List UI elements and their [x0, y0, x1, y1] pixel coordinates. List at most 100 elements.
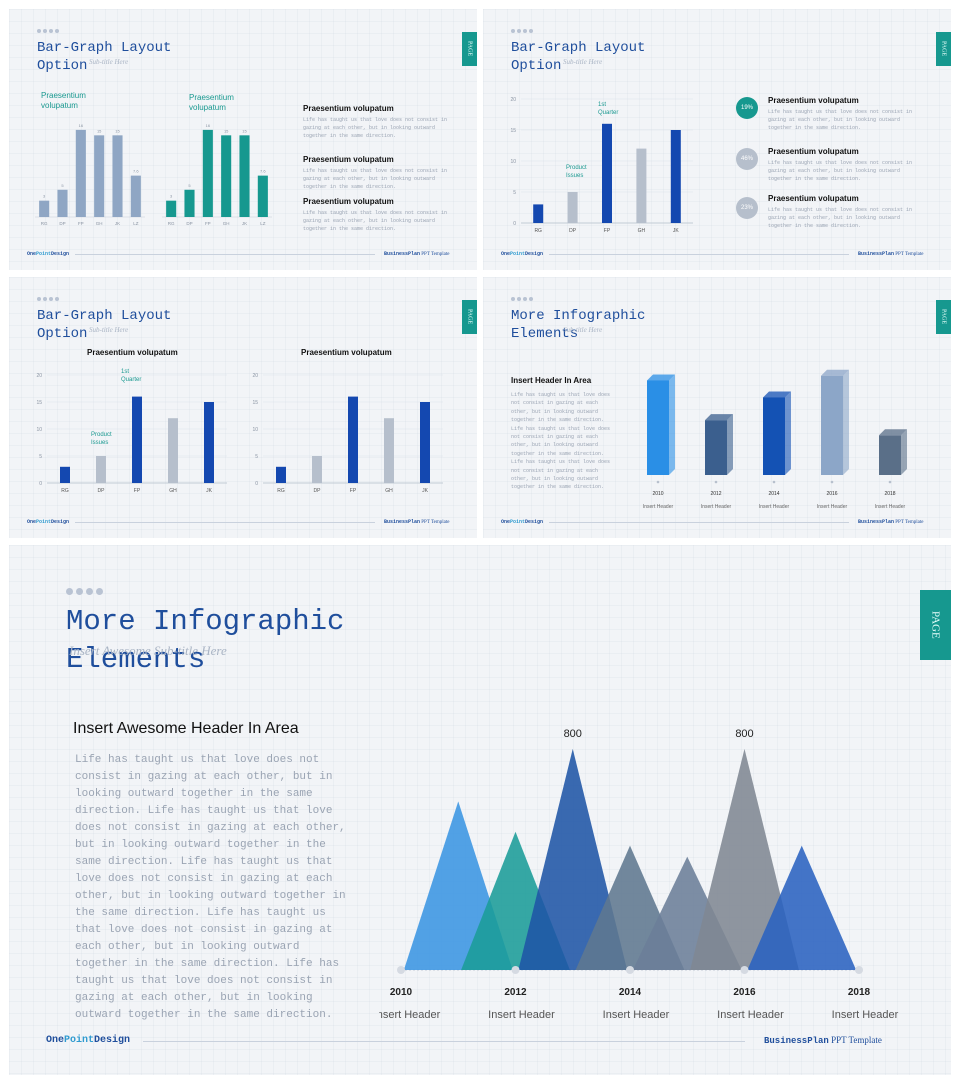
bar	[763, 397, 785, 475]
triangle-chart: 800 800 2010 Insert Header 2012 Insert Header…	[379, 728, 899, 1021]
bar	[567, 192, 578, 223]
bar	[420, 402, 430, 483]
annotation-quarter: 1st Quarter	[598, 102, 619, 116]
footer-template: BusinessPlan PPT Template	[764, 1035, 882, 1046]
y-tick-label: 10	[36, 427, 42, 433]
peak-value-label: 800	[735, 728, 753, 740]
slide-4: More Infographic Elements Sub-title Here…	[483, 277, 951, 538]
bar-value-label: 7.6	[133, 169, 139, 174]
bar	[75, 129, 86, 217]
bar	[57, 189, 68, 217]
item-text: Life has taught us that love does not co…	[768, 109, 913, 131]
footer-brand: OnePointDesign	[501, 251, 544, 257]
x-tick-label: 2018	[884, 491, 895, 497]
x-tick-label: RG	[168, 221, 175, 226]
x-tick-label: JK	[206, 488, 213, 494]
bar-top	[821, 369, 849, 376]
x-tick-label: 2010	[652, 491, 663, 497]
page-tab[interactable]: PAGE	[936, 32, 951, 66]
x-sub-label: Insert Header	[875, 504, 906, 510]
bar-side	[669, 374, 675, 475]
x-tick-label: RG	[534, 228, 542, 234]
x-sub-label: Insert Header	[717, 1009, 784, 1021]
axis-dot	[830, 480, 834, 484]
slide-3: Bar-Graph Layout Option Sub-title Here P…	[9, 277, 477, 538]
slide-dots	[66, 588, 103, 595]
x-tick-label: GH	[169, 488, 177, 494]
section-heading: Insert Awesome Header In Area	[73, 720, 299, 737]
page-tab[interactable]: PAGE	[462, 32, 477, 66]
footer-brand: OnePointDesign	[27, 251, 70, 257]
y-tick-label: 5	[255, 454, 258, 460]
bar-value-label: 3	[170, 194, 173, 199]
bar	[602, 123, 612, 223]
axis-dot	[626, 966, 634, 974]
footer-template: BusinessPlan PPT Template	[858, 519, 924, 525]
bar-side	[785, 391, 791, 475]
footer-brand: OnePointDesign	[46, 1035, 131, 1046]
x-tick-label: LZ	[133, 221, 139, 226]
slide-title: Bar-Graph Layout Option	[37, 40, 172, 74]
bar-chart-3d: 2010 Insert Header 2012 Insert Header 2014 In…	[643, 369, 907, 510]
x-tick-label: GH	[96, 221, 103, 226]
item-text: Life has taught us that love does not co…	[303, 117, 448, 139]
slide-1: Bar-Graph Layout Option Sub-title Here P…	[9, 9, 477, 270]
y-tick-label: 15	[510, 128, 516, 134]
item-text: Life has taught us that love does not co…	[303, 210, 448, 232]
bar	[705, 420, 727, 475]
page-tab[interactable]: PAGE	[462, 300, 477, 334]
page-tab[interactable]: PAGE	[936, 300, 951, 334]
bar	[112, 135, 123, 217]
y-tick-label: 20	[510, 97, 516, 103]
bar-side	[901, 429, 907, 475]
footer-brand: OnePointDesign	[501, 519, 544, 525]
slide-dots	[37, 29, 59, 33]
bar-top	[763, 391, 791, 398]
bar-side	[727, 414, 733, 475]
x-tick-label: DP	[569, 228, 577, 234]
slide-5: More Infographic Elements Insert Awesome…	[9, 545, 951, 1075]
footer-divider	[549, 254, 849, 255]
slide-dots	[37, 297, 59, 301]
x-tick-label: FP	[604, 228, 611, 234]
x-sub-label: Insert Header	[643, 504, 674, 510]
item-heading: Praesentium volupatum	[768, 194, 859, 203]
chart-label: Praesentium volupatum	[189, 93, 234, 112]
x-tick-label: 2018	[848, 987, 871, 998]
axis-dot	[511, 966, 520, 974]
slide-subtitle: Insert Awesome Sub-title Here	[69, 643, 227, 658]
annotation-quarter: 1st Quarter	[121, 369, 142, 383]
footer-template: BusinessPlan PPT Template	[858, 251, 924, 257]
bar-value-label: 3	[43, 194, 46, 199]
section-text: Life has taught us that love does not co…	[511, 392, 611, 491]
footer-template: BusinessPlan PPT Template	[384, 251, 450, 257]
footer-divider	[75, 254, 375, 255]
bar-value-label: 15	[242, 128, 247, 133]
item-heading: Praesentium volupatum	[768, 147, 859, 156]
x-tick-label: DP	[98, 488, 106, 494]
bar	[312, 456, 322, 483]
page-tab[interactable]: PAGE	[920, 590, 951, 660]
bar-chart: 0 5 10 15 20 RG DP FP GH JK	[510, 97, 693, 234]
item-text: Life has taught us that love does not co…	[768, 207, 913, 229]
x-tick-label: 2016	[733, 987, 756, 998]
y-tick-label: 15	[252, 400, 258, 406]
axis-dot	[888, 480, 892, 484]
x-tick-label: FP	[205, 221, 211, 226]
bar-value-label: 5	[188, 183, 191, 188]
y-tick-label: 10	[252, 427, 258, 433]
bar-top	[647, 374, 675, 381]
bar	[821, 375, 843, 475]
x-tick-label: FP	[78, 221, 84, 226]
slide-dots	[511, 297, 533, 301]
x-tick-label: JK	[673, 228, 680, 234]
bar	[184, 189, 195, 217]
x-tick-label: RG	[41, 221, 48, 226]
bar	[257, 175, 268, 217]
slide-title: Bar-Graph Layout Option	[37, 308, 172, 342]
slide-title: More Infographic Elements	[511, 308, 646, 342]
percent-badge: 23%	[736, 197, 758, 219]
x-tick-label: DP	[186, 221, 192, 226]
axis-dot	[772, 480, 776, 484]
x-tick-label: JK	[242, 221, 247, 226]
